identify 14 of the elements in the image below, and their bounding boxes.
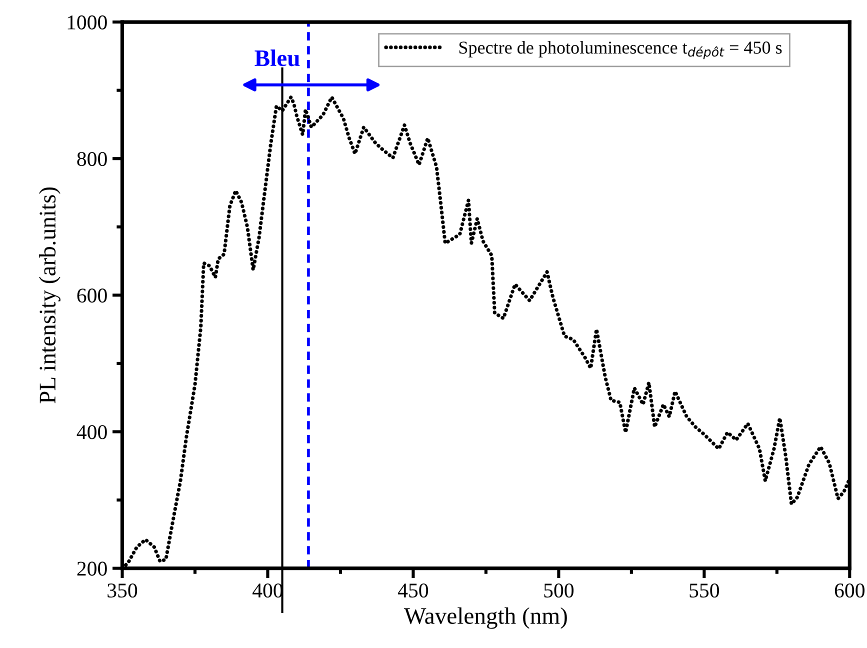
y-tick-label: 200 <box>77 562 107 576</box>
y-tick-label: 800 <box>77 152 107 166</box>
x-tick-label: 350 <box>108 583 138 598</box>
annotation: Bleu <box>254 50 300 66</box>
x-tick-label: 550 <box>690 583 720 598</box>
legend-label: Spectre de photoluminescence t$_{dépôt}$ = 450 s <box>459 41 782 60</box>
y-tick-label: 600 <box>77 288 107 303</box>
x-tick-label: 600 <box>834 583 864 598</box>
x-tick-label: 450 <box>398 583 428 598</box>
x-tick-label: 500 <box>544 583 574 598</box>
y-tick-label: 1000 <box>68 15 107 30</box>
y-tick-label: 400 <box>76 425 107 440</box>
x-axis-title: Wavelength (nm) <box>404 607 567 629</box>
y-axis-title: PL intensity (arb.units) <box>38 187 60 404</box>
